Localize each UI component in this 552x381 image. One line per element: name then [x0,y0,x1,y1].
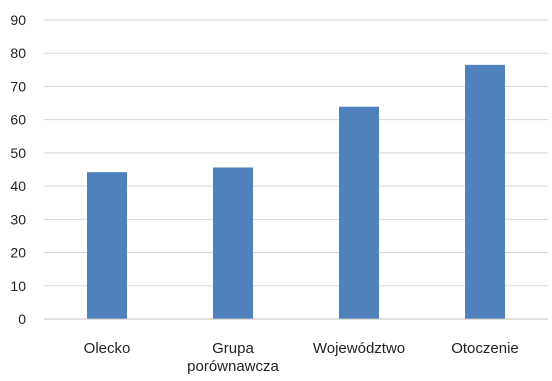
y-tick-label: 20 [10,245,26,261]
category-label: porównawcza [187,358,279,375]
y-tick-label: 60 [10,112,26,128]
bars [87,64,505,320]
y-tick-label: 80 [10,45,26,61]
y-tick-label: 10 [10,278,26,294]
category-label: Otoczenie [451,340,519,357]
y-tick-label: 90 [10,12,26,28]
y-tick-label: 70 [10,78,26,94]
y-tick-label: 50 [10,145,26,161]
y-tick-label: 30 [10,211,26,227]
category-label: Olecko [84,340,131,357]
bar [213,167,253,319]
gridlines [44,19,548,287]
y-tick-label: 40 [10,178,26,194]
y-axis-tick-labels: 0 10 20 30 40 50 60 70 80 90 [10,12,26,327]
category-label: Województwo [313,340,405,357]
y-tick-label: 0 [18,311,26,327]
bar [87,172,127,319]
bar [339,106,379,320]
bar [465,64,505,319]
category-label: Grupa [212,340,254,357]
